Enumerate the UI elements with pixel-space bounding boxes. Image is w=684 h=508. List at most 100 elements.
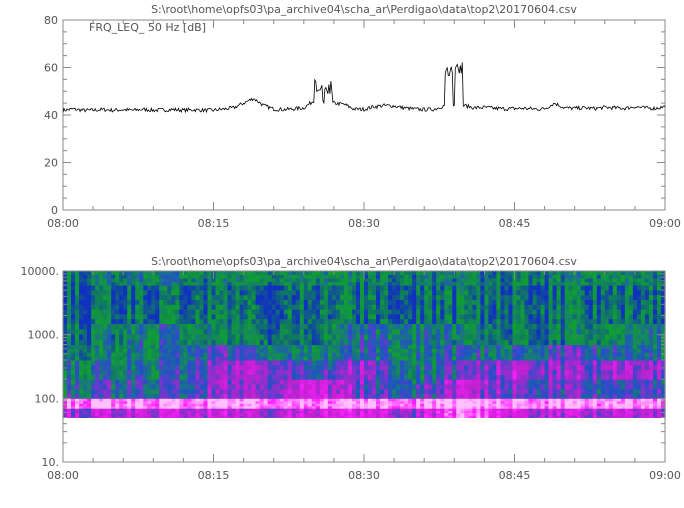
heatmap-cell <box>163 290 168 295</box>
heatmap-cell <box>95 282 100 286</box>
heatmap-cell <box>468 285 473 290</box>
heatmap-cell <box>529 324 534 330</box>
heatmap-cell <box>220 282 225 286</box>
heatmap-cell <box>585 275 590 279</box>
heatmap-cell <box>107 324 112 330</box>
heatmap-cell <box>200 352 205 356</box>
heatmap-cell <box>236 379 241 384</box>
heatmap-cell <box>328 345 333 349</box>
heatmap-cell <box>216 415 221 418</box>
heatmap-cell <box>352 360 357 365</box>
heatmap-cell <box>460 278 465 282</box>
heatmap-cell <box>573 319 578 324</box>
heatmap-cell <box>224 271 229 275</box>
heatmap-cell <box>300 370 305 375</box>
heatmap-cell <box>195 290 200 295</box>
heatmap-cell <box>420 352 425 356</box>
heatmap-cell <box>119 356 124 360</box>
heatmap-cell <box>212 309 217 314</box>
top-annotation: FRQ_LEQ_ 50 Hz [dB] <box>89 21 206 34</box>
heatmap-cell <box>296 374 301 379</box>
heatmap-cell <box>533 314 538 319</box>
heatmap-cell <box>296 304 301 309</box>
heatmap-cell <box>368 329 373 335</box>
heatmap-cell <box>107 329 112 335</box>
heatmap-cell <box>183 314 188 319</box>
heatmap-cell <box>272 348 277 352</box>
heatmap-cell <box>460 329 465 335</box>
heatmap-cell <box>224 285 229 290</box>
heatmap-cell <box>573 345 578 349</box>
heatmap-cell <box>244 348 249 352</box>
heatmap-cell <box>533 394 538 399</box>
heatmap-cell <box>328 309 333 314</box>
heatmap-cell <box>496 374 501 379</box>
heatmap-cell <box>440 271 445 275</box>
heatmap-cell <box>268 304 273 309</box>
heatmap-cell <box>268 384 273 389</box>
heatmap-cell <box>376 314 381 319</box>
heatmap-cell <box>472 285 477 290</box>
heatmap-cell <box>256 295 261 300</box>
heatmap-cell <box>561 415 566 418</box>
heatmap-cell <box>147 285 152 290</box>
heatmap-cell <box>280 275 285 279</box>
heatmap-cell <box>195 282 200 286</box>
heatmap-cell <box>468 309 473 314</box>
heatmap-cell <box>67 300 72 305</box>
heatmap-cell <box>67 345 72 349</box>
heatmap-cell <box>300 389 305 394</box>
heatmap-cell <box>541 379 546 384</box>
heatmap-cell <box>292 309 297 314</box>
heatmap-cell <box>589 334 594 340</box>
heatmap-cell <box>529 295 534 300</box>
heatmap-cell <box>232 324 237 330</box>
heatmap-cell <box>191 356 196 360</box>
heatmap-cell <box>480 389 485 394</box>
heatmap-cell <box>505 374 510 379</box>
heatmap-cell <box>155 352 160 356</box>
heatmap-cell <box>195 356 200 360</box>
heatmap-cell <box>448 271 453 275</box>
heatmap-cell <box>364 374 369 379</box>
heatmap-cell <box>472 389 477 394</box>
heatmap-cell <box>424 304 429 309</box>
heatmap-cell <box>452 384 457 389</box>
heatmap-cell <box>296 275 301 279</box>
heatmap-cell <box>143 282 148 286</box>
heatmap-cell <box>163 348 168 352</box>
heatmap-cell <box>509 339 514 345</box>
heatmap-cell <box>300 285 305 290</box>
heatmap-cell <box>533 365 538 370</box>
heatmap-cell <box>63 379 68 384</box>
heatmap-cell <box>452 319 457 324</box>
heatmap-cell <box>372 309 377 314</box>
heatmap-cell <box>296 295 301 300</box>
heatmap-cell <box>332 275 337 279</box>
heatmap-cell <box>593 285 598 290</box>
heatmap-cell <box>155 389 160 394</box>
heatmap-cell <box>187 278 192 282</box>
heatmap-cell <box>452 356 457 360</box>
heatmap-cell <box>561 374 566 379</box>
heatmap-cell <box>436 345 441 349</box>
heatmap-cell <box>175 304 180 309</box>
heatmap-cell <box>83 348 88 352</box>
heatmap-cell <box>123 271 128 275</box>
heatmap-cell <box>91 384 96 389</box>
heatmap-cell <box>212 415 217 418</box>
heatmap-cell <box>408 295 413 300</box>
heatmap-cell <box>175 360 180 365</box>
heatmap-cell <box>208 285 213 290</box>
heatmap-cell <box>316 374 321 379</box>
heatmap-cell <box>252 339 257 345</box>
heatmap-cell <box>232 285 237 290</box>
heatmap-cell <box>529 300 534 305</box>
heatmap-cell <box>380 278 385 282</box>
heatmap-cell <box>75 300 80 305</box>
heatmap-cell <box>565 319 570 324</box>
heatmap-cell <box>448 352 453 356</box>
heatmap-cell <box>75 275 80 279</box>
heatmap-cell <box>468 389 473 394</box>
heatmap-cell <box>501 275 506 279</box>
